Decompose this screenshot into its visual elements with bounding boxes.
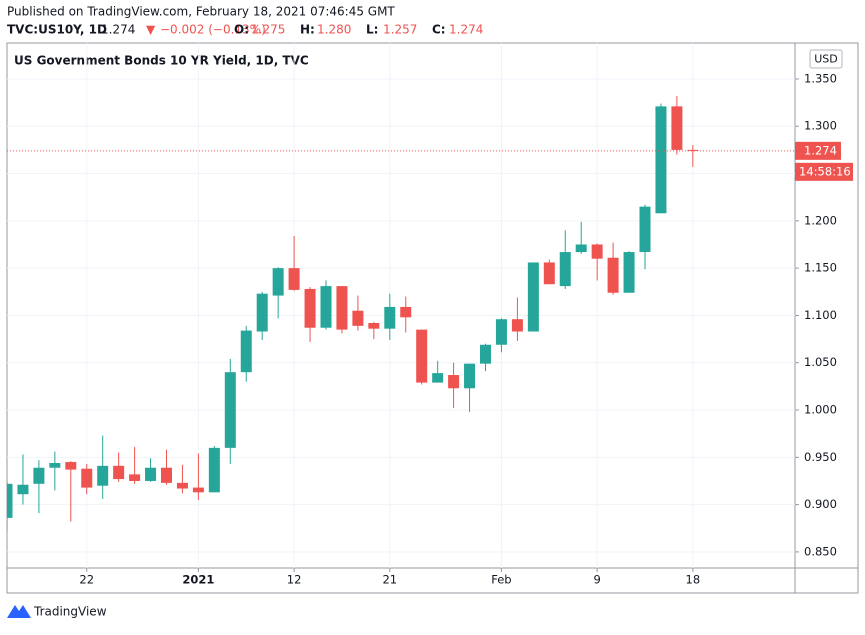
ohlc-value: 1.274 [449, 23, 483, 37]
candle-body [224, 372, 236, 448]
candle-body [655, 106, 667, 214]
plot [7, 43, 795, 568]
candle-body [384, 306, 396, 329]
x-tick-label: 21 [382, 573, 397, 587]
candle-body [304, 288, 316, 328]
brand: TradingView [33, 605, 107, 619]
candle-body [671, 106, 683, 150]
ohlc-label: L: [366, 23, 378, 37]
ohlc-label: C: [432, 23, 446, 37]
candle-body [575, 244, 587, 253]
candle-body [687, 149, 699, 151]
candle-body [368, 323, 380, 329]
candle-body [623, 252, 635, 293]
x-tick-label: 18 [686, 573, 701, 587]
candle-body [256, 293, 268, 332]
candle-body [448, 375, 460, 389]
candle-body [17, 484, 29, 495]
candle-body [639, 206, 651, 253]
candle-body [336, 286, 348, 330]
countdown: 14:58:16 [799, 164, 851, 178]
candle-body [511, 319, 523, 332]
candle-body [527, 262, 539, 332]
candle-body [272, 268, 284, 296]
candle-body [416, 329, 428, 383]
countdown-box [795, 162, 853, 181]
candle-body [65, 462, 77, 470]
candle-body [161, 467, 172, 483]
last-price-box [795, 141, 841, 160]
candle-body [320, 286, 332, 328]
candle-body [145, 467, 157, 481]
ohlc-value: 1.275 [251, 23, 285, 37]
candle-body [400, 306, 412, 318]
y-tick-label: 1.200 [804, 213, 837, 227]
candle-body [192, 487, 204, 493]
candle-body [129, 474, 141, 481]
y-tick-label: 0.850 [804, 544, 837, 558]
y-tick-label: 1.150 [804, 261, 837, 275]
ohlc-label: O: [234, 23, 249, 37]
candle-body [49, 463, 61, 468]
y-tick-label: 1.000 [804, 403, 837, 417]
y-tick-label: 1.050 [804, 355, 837, 369]
change-arrow: ▼ [146, 23, 156, 37]
candle-body [480, 344, 491, 364]
candle-body [352, 310, 364, 326]
candle-body [495, 319, 507, 345]
symbol: TVC:US10Y, 1D [7, 23, 107, 37]
ohlc-value: 1.280 [317, 23, 351, 37]
last-price: 1.274 [101, 23, 135, 37]
ohlc-value: 1.257 [383, 23, 417, 37]
candle-body [591, 244, 603, 259]
candle-body [97, 465, 109, 486]
y-tick-label: 1.350 [804, 71, 837, 85]
chart-title: US Government Bonds 10 YR Yield, 1D, TVC [14, 54, 309, 68]
candle-body [607, 257, 619, 293]
x-tick-label: 2021 [182, 573, 214, 587]
published-line: Published on TradingView.com, February 1… [7, 5, 395, 19]
currency: USD [814, 53, 838, 66]
ohlc-label: H: [300, 23, 315, 37]
y-tick-label: 1.300 [804, 119, 837, 133]
candle-body [208, 447, 220, 493]
y-tick-label: 1.100 [804, 308, 837, 322]
candle-body [81, 468, 93, 488]
candle-body [432, 373, 444, 383]
candle-body [7, 483, 13, 518]
x-tick-label: 12 [287, 573, 302, 587]
candle-body [240, 330, 252, 373]
chart-frame [6, 42, 859, 594]
candle-body [464, 363, 476, 389]
y-tick-label: 0.900 [804, 497, 837, 511]
candle-body [33, 467, 45, 484]
last-price-label: 1.274 [804, 143, 837, 157]
logo-icon [7, 605, 31, 618]
candle-body [559, 252, 571, 287]
y-tick-label: 0.950 [804, 450, 837, 464]
candle-body [176, 482, 188, 489]
logo: TradingView [7, 605, 107, 619]
currency-box [809, 49, 843, 69]
candle-body [288, 268, 300, 290]
candle-body [113, 465, 125, 480]
x-tick-label: Feb [491, 573, 511, 587]
candle-body [543, 262, 555, 285]
x-tick-label: 9 [593, 573, 600, 587]
change: −0.002 (−0.13%) [160, 23, 266, 37]
x-tick-label: 22 [79, 573, 94, 587]
